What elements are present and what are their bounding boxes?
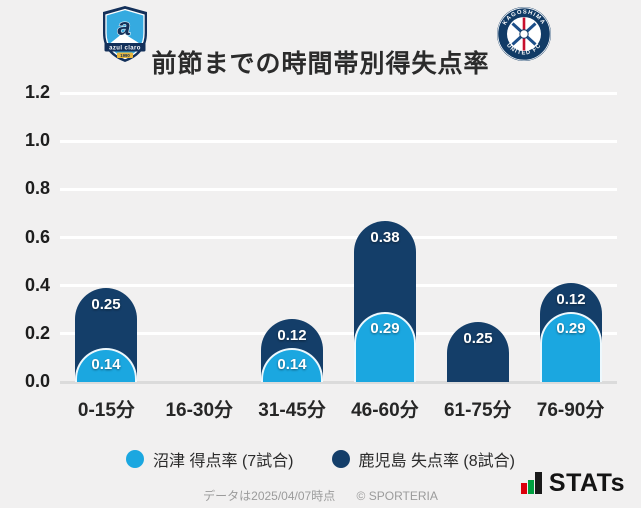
kagoshima-color-dot bbox=[331, 450, 350, 468]
year-text: 1990 bbox=[120, 53, 130, 58]
data-date-note: データは2025/04/07時点 bbox=[203, 489, 336, 503]
legend-label-kagoshima: 鹿児島 失点率 (8試合) bbox=[358, 453, 515, 470]
y-tick-label: 0.8 bbox=[24, 178, 50, 199]
bar-value-label-kagoshima: 0.25 bbox=[91, 296, 121, 313]
legend-item-kagoshima: 鹿児島 失点率 (8試合) bbox=[331, 447, 515, 471]
bar-value-label-kagoshima: 0.25 bbox=[463, 330, 493, 347]
y-tick-label: 0.2 bbox=[24, 322, 50, 343]
bar-value-label-kagoshima: 0.12 bbox=[277, 327, 307, 344]
bar-icon-black bbox=[534, 472, 542, 494]
x-tick-label: 31-45分 bbox=[258, 400, 326, 421]
gridline bbox=[60, 236, 617, 239]
y-tick-label: 1.0 bbox=[24, 130, 50, 151]
gridline bbox=[60, 380, 617, 384]
x-tick-label: 61-75分 bbox=[443, 400, 512, 421]
bar-segment-numazu bbox=[354, 312, 416, 382]
legend-item-numazu: 沼津 得点率 (7試合) bbox=[126, 447, 294, 471]
year-plate bbox=[117, 52, 133, 58]
mountain-icon bbox=[108, 33, 142, 45]
bar-segment-numazu bbox=[540, 312, 602, 382]
banner-text: azul claro bbox=[109, 45, 141, 51]
gridline bbox=[60, 91, 617, 95]
footer-note: データは2025/04/07時点 © SPORTERIA bbox=[0, 487, 641, 504]
bar-icon-red bbox=[520, 483, 527, 494]
chart-legend: 沼津 得点率 (7試合) 鹿児島 失点率 (8試合) bbox=[0, 447, 641, 471]
badge-ring bbox=[497, 7, 551, 61]
azul-claro-numazu-logo: a azul claro 1990 bbox=[103, 6, 147, 62]
gridline bbox=[60, 139, 617, 143]
stats-logo-text: STATs bbox=[548, 469, 625, 497]
numazu-color-dot bbox=[126, 450, 145, 468]
stats-logo: STATs bbox=[520, 469, 625, 497]
bar-icon-green bbox=[527, 480, 534, 494]
bar-value-label-numazu: 0.14 bbox=[91, 356, 121, 373]
copyright-text: © SPORTERIA bbox=[356, 489, 438, 503]
club-glyph: a bbox=[117, 14, 130, 41]
gridline bbox=[60, 284, 617, 288]
center-emblem bbox=[519, 29, 529, 39]
bar-value-label-numazu: 0.29 bbox=[556, 320, 586, 337]
bar-value-label-numazu: 0.29 bbox=[370, 320, 400, 337]
x-tick-label: 76-90分 bbox=[536, 400, 605, 421]
y-tick-label: 0.4 bbox=[24, 274, 50, 295]
kagoshima-united-logo: KAGOSHIMA UNITED FC bbox=[497, 7, 551, 61]
x-tick-label: 46-60分 bbox=[351, 400, 419, 421]
bar-segment-kagoshima bbox=[447, 322, 509, 382]
y-tick-label: 0.6 bbox=[24, 226, 50, 247]
legend-label-numazu: 沼津 得点率 (7試合) bbox=[153, 453, 294, 470]
y-tick-label: 0.0 bbox=[24, 371, 50, 391]
banner bbox=[104, 43, 146, 52]
x-tick-label: 16-30分 bbox=[165, 400, 234, 421]
x-tick-label: 0-15分 bbox=[77, 400, 135, 421]
gridline bbox=[60, 332, 617, 336]
bar-chart-icon bbox=[520, 472, 542, 494]
chart-title: 前節までの時間帯別得失点率 bbox=[151, 49, 490, 78]
bar-value-label-kagoshima: 0.12 bbox=[556, 291, 586, 308]
gridline bbox=[60, 187, 617, 191]
bar-value-label-numazu: 0.14 bbox=[277, 356, 307, 373]
y-tick-label: 1.2 bbox=[24, 82, 50, 102]
bar-value-label-kagoshima: 0.38 bbox=[370, 229, 400, 246]
